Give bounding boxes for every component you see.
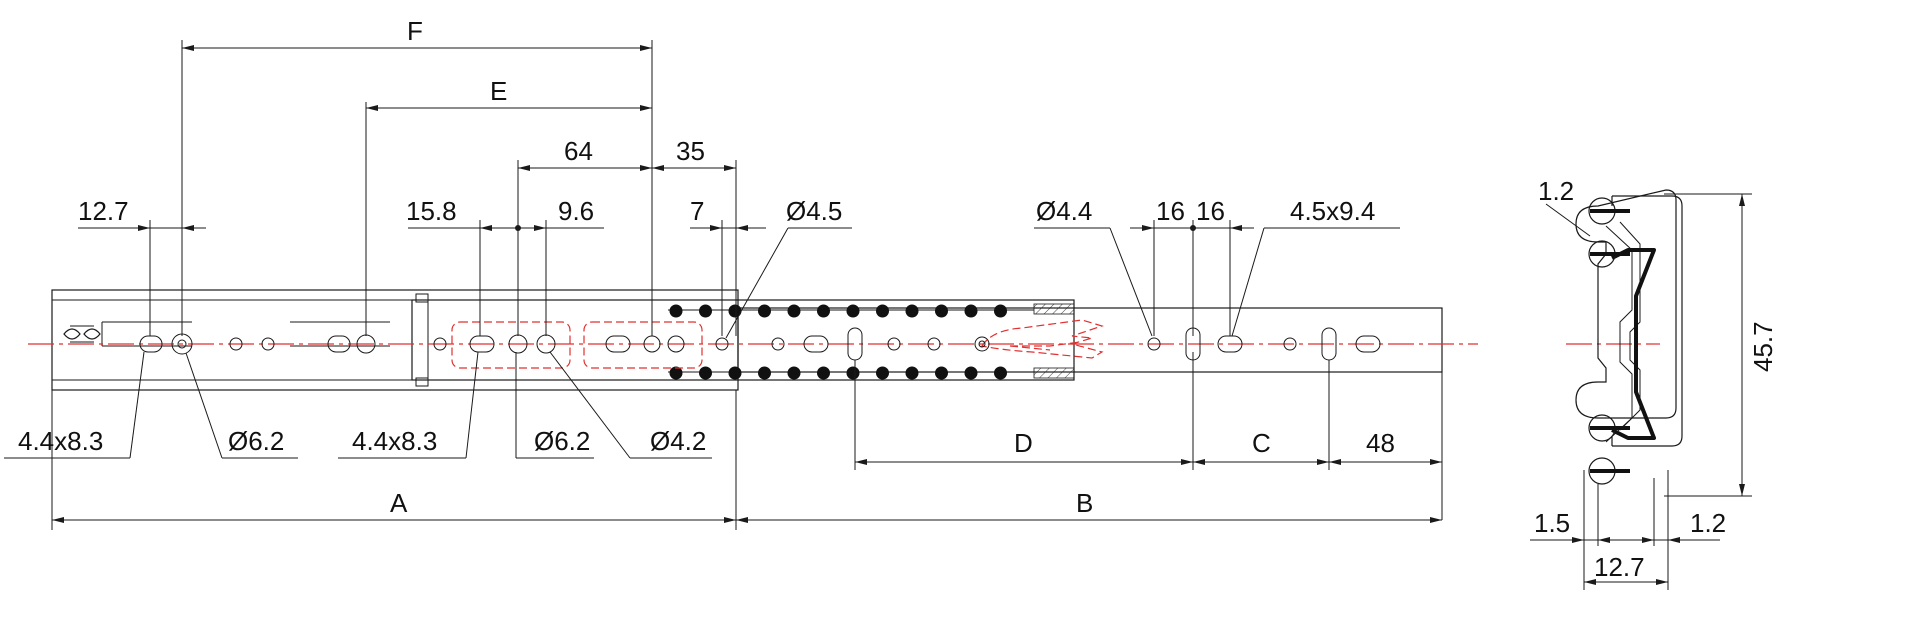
dim-48: 48 [1366, 428, 1395, 458]
ball-bearing [699, 366, 712, 380]
dim-B: B [1076, 488, 1093, 518]
dim-15-8: 15.8 [406, 196, 457, 226]
bottom-dimensions: 4.4x8.3 Ø6.2 4.4x8.3 Ø6.2 Ø4.2 D C 48 A [4, 351, 1443, 530]
ball-bearing [935, 304, 948, 318]
rear-bracket [63, 328, 101, 340]
section-web [1611, 248, 1656, 440]
ball-bearing [846, 304, 860, 318]
ball-bearing [758, 366, 771, 380]
dim-dia-4-4: Ø4.4 [1036, 196, 1092, 226]
dim-16-right: 16 [1196, 196, 1225, 226]
side-view [28, 289, 1478, 391]
dim-7: 7 [690, 196, 704, 226]
section-dim-1-5: 1.5 [1534, 508, 1570, 538]
ball-bearing [905, 366, 919, 380]
dim-9-6: 9.6 [558, 196, 594, 226]
dim-slot-4-4x8-3-mid: 4.4x8.3 [352, 426, 437, 456]
ball-bearing [994, 366, 1007, 380]
ball-bearing [994, 304, 1007, 318]
ball-bearing [846, 366, 860, 380]
dim-C: C [1252, 428, 1271, 458]
dim-dia-6-2-mid: Ø6.2 [534, 426, 590, 456]
ball-bearing [699, 304, 712, 318]
dim-D: D [1014, 428, 1033, 458]
hidden-lines [451, 319, 1104, 369]
ball-bearing [905, 304, 919, 318]
ball-bearing [964, 366, 978, 380]
ball-bearing [728, 304, 742, 318]
ball-bearing [787, 304, 801, 318]
dim-64: 64 [564, 136, 593, 166]
dim-16-left: 16 [1156, 196, 1185, 226]
intermediate-holes [433, 334, 729, 354]
hatch-bottom [1033, 367, 1075, 379]
ball-bearing [669, 304, 683, 318]
ball-bearing [876, 366, 889, 380]
ball-bearing [817, 304, 830, 318]
dim-slot-4-4x8-3-left: 4.4x8.3 [18, 426, 103, 456]
hatch-top [1033, 303, 1075, 315]
ball-bearings-top [669, 304, 1007, 318]
ball-bearing [758, 304, 771, 318]
cross-section: 1.2 45.7 1.5 1.2 12.7 [1530, 176, 1778, 590]
section-dim-1-2-bottom: 1.2 [1690, 508, 1726, 538]
dim-dia-4-5: Ø4.5 [786, 196, 842, 226]
ball-bearing [728, 366, 742, 380]
ball-bearing [964, 304, 978, 318]
ball-bearing [817, 366, 830, 380]
dim-35: 35 [676, 136, 705, 166]
dim-dia-6-2-left: Ø6.2 [228, 426, 284, 456]
section-dim-1-2-top: 1.2 [1538, 176, 1574, 206]
ball-bearing [876, 304, 889, 318]
ball-bearing [787, 366, 801, 380]
outer-rail [51, 289, 739, 391]
section-outer-profile [1575, 189, 1677, 419]
dim-E: E [490, 76, 507, 106]
top-dimensions: F E 64 35 12.7 15.8 9.6 7 Ø4.5 [78, 16, 1400, 339]
ball-bearings-bottom [669, 366, 1007, 380]
ball-bearing [669, 366, 683, 380]
section-dim-45-7: 45.7 [1748, 321, 1778, 372]
dim-F: F [407, 16, 423, 46]
dim-dia-4-2: Ø4.2 [650, 426, 706, 456]
dim-slot-4-5x9-4: 4.5x9.4 [1290, 196, 1375, 226]
inner-rail [737, 307, 1443, 373]
section-dim-12-7-bottom: 12.7 [1594, 552, 1645, 582]
dim-12-7-top: 12.7 [78, 196, 129, 226]
dim-A: A [390, 488, 408, 518]
ball-bearing [935, 366, 948, 380]
